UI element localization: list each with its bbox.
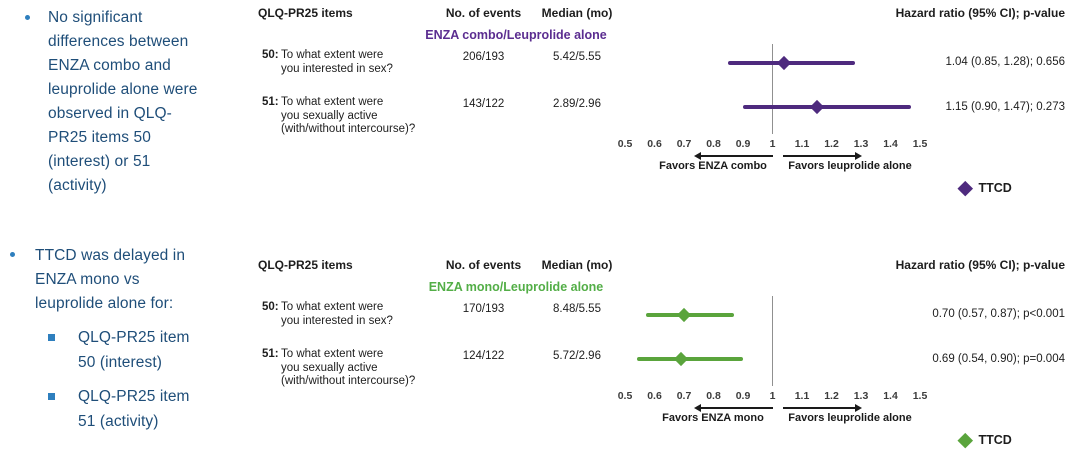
- axis-tick-label: 1.4: [883, 390, 898, 402]
- axis-tick-label: 1.5: [912, 138, 928, 150]
- axis-tick-label: 1.3: [853, 138, 869, 150]
- column-header-median: Median (mo): [541, 258, 613, 272]
- forest-panel-enza-combo: QLQ-PR25 items No. of events Median (mo)…: [256, 4, 1070, 209]
- item-number: 50:: [262, 49, 279, 61]
- sub-bullet-square-icon: [48, 334, 55, 341]
- hr-diamond-icon: [673, 351, 689, 367]
- median-value: 2.89/2.96: [553, 98, 601, 110]
- axis-tick-label: 1: [769, 138, 776, 150]
- events-value: 170/193: [462, 303, 505, 315]
- sub-bullet-item50: QLQ-PR25 item 50 (interest): [78, 329, 190, 371]
- comparison-title: ENZA combo/Leuprolide alone: [425, 28, 607, 42]
- median-value: 8.48/5.55: [553, 303, 601, 315]
- median-value: 5.42/5.55: [553, 51, 601, 63]
- ci-bar: [728, 55, 856, 71]
- column-header-median: Median (mo): [541, 6, 613, 20]
- axis-tick-label: 0.6: [647, 138, 662, 150]
- reference-line: [771, 296, 774, 386]
- hr-ci-pvalue: 1.15 (0.90, 1.47); 0.273: [945, 101, 1065, 113]
- sub-bullet-square-icon: [48, 393, 55, 400]
- axis-tick-label: 1.2: [824, 390, 839, 402]
- axis-tick-label: 0.8: [706, 390, 721, 402]
- item-number: 51:: [262, 96, 279, 108]
- events-value: 124/122: [462, 350, 505, 362]
- axis-tick-label: 0.7: [676, 390, 692, 402]
- ttcd-diamond-icon: [957, 180, 973, 196]
- axis-tick-label: 0.8: [706, 138, 721, 150]
- axis-tick-label: 0.7: [676, 138, 692, 150]
- item-row-50-label: 50: To what extent were you interested i…: [262, 301, 437, 328]
- hr-diamond-icon: [777, 55, 792, 71]
- axis-tick-label: 0.9: [735, 138, 751, 150]
- axis-tick-label: 0.5: [617, 138, 633, 150]
- sub-bullet-item51: QLQ-PR25 item 51 (activity): [78, 388, 190, 430]
- notes-bullet-2: TTCD was delayed in ENZA mono vs leuprol…: [35, 247, 186, 312]
- item-question: To what extent were you interested in se…: [281, 49, 393, 75]
- axis-tick-label: 0.5: [617, 390, 633, 402]
- column-header-items: QLQ-PR25 items: [258, 258, 353, 272]
- item-row-51-label: 51: To what extent were you sexually act…: [262, 348, 437, 389]
- axis-tick-label: 1: [769, 390, 776, 402]
- ci-bar: [645, 307, 735, 323]
- axis-tick-label: 0.6: [647, 390, 662, 402]
- column-header-items: QLQ-PR25 items: [258, 6, 353, 20]
- ttcd-label: TTCD: [978, 433, 1012, 447]
- axis-tick-label: 1.4: [883, 138, 898, 150]
- item-question: To what extent were you sexually active …: [281, 348, 416, 387]
- column-header-hazard-ratio: Hazard ratio (95% CI); p-value: [895, 6, 1065, 20]
- events-value: 206/193: [462, 51, 505, 63]
- ttcd-label: TTCD: [978, 181, 1012, 195]
- events-value: 143/122: [462, 98, 505, 110]
- notes-bullet-1: No significant differences between ENZA …: [48, 9, 198, 194]
- axis-tick-label: 1.1: [794, 390, 810, 402]
- item-row-50-label: 50: To what extent were you interested i…: [262, 49, 437, 76]
- axis-tick-label: 1.5: [912, 390, 928, 402]
- axis-tick-label: 1.3: [853, 390, 869, 402]
- favors-left-label: Favors ENZA combo: [659, 160, 767, 172]
- bullet-dot-icon: [10, 252, 15, 257]
- favors-right-label: Favors leuprolide alone: [788, 160, 912, 172]
- favors-right-arrow-icon: [783, 404, 862, 411]
- reference-line: [771, 44, 774, 134]
- ci-bar: [743, 99, 912, 115]
- hr-ci-pvalue: 0.70 (0.57, 0.87); p<0.001: [932, 308, 1065, 320]
- column-header-hazard-ratio: Hazard ratio (95% CI); p-value: [895, 258, 1065, 272]
- forest-panel-enza-mono: QLQ-PR25 items No. of events Median (mo)…: [256, 256, 1070, 452]
- axis-tick-label: 0.9: [735, 390, 751, 402]
- median-value: 5.72/2.96: [553, 350, 601, 362]
- item-number: 50:: [262, 301, 279, 313]
- favors-right-arrow-icon: [783, 152, 862, 159]
- hr-ci-pvalue: 1.04 (0.85, 1.28); 0.656: [945, 56, 1065, 68]
- hr-ci-pvalue: 0.69 (0.54, 0.90); p=0.004: [932, 353, 1065, 365]
- favors-left-arrow-icon: [694, 152, 773, 159]
- favors-left-label: Favors ENZA mono: [662, 412, 764, 424]
- axis-tick-label: 1.1: [794, 138, 810, 150]
- column-header-events: No. of events: [445, 6, 522, 20]
- ttcd-diamond-icon: [957, 432, 973, 448]
- item-row-51-label: 51: To what extent were you sexually act…: [262, 96, 437, 137]
- favors-left-arrow-icon: [694, 404, 773, 411]
- hr-diamond-icon: [809, 99, 824, 115]
- item-number: 51:: [262, 348, 279, 360]
- item-question: To what extent were you interested in se…: [281, 301, 393, 327]
- axis-tick-label: 1.2: [824, 138, 839, 150]
- ci-bar: [636, 351, 743, 367]
- ttcd-legend: TTCD: [957, 180, 1012, 196]
- bullet-dot-icon: [25, 15, 30, 20]
- hr-diamond-icon: [676, 307, 692, 323]
- item-question: To what extent were you sexually active …: [281, 96, 416, 135]
- ttcd-legend: TTCD: [957, 432, 1012, 448]
- favors-right-label: Favors leuprolide alone: [788, 412, 912, 424]
- comparison-title: ENZA mono/Leuprolide alone: [428, 280, 604, 294]
- column-header-events: No. of events: [445, 258, 522, 272]
